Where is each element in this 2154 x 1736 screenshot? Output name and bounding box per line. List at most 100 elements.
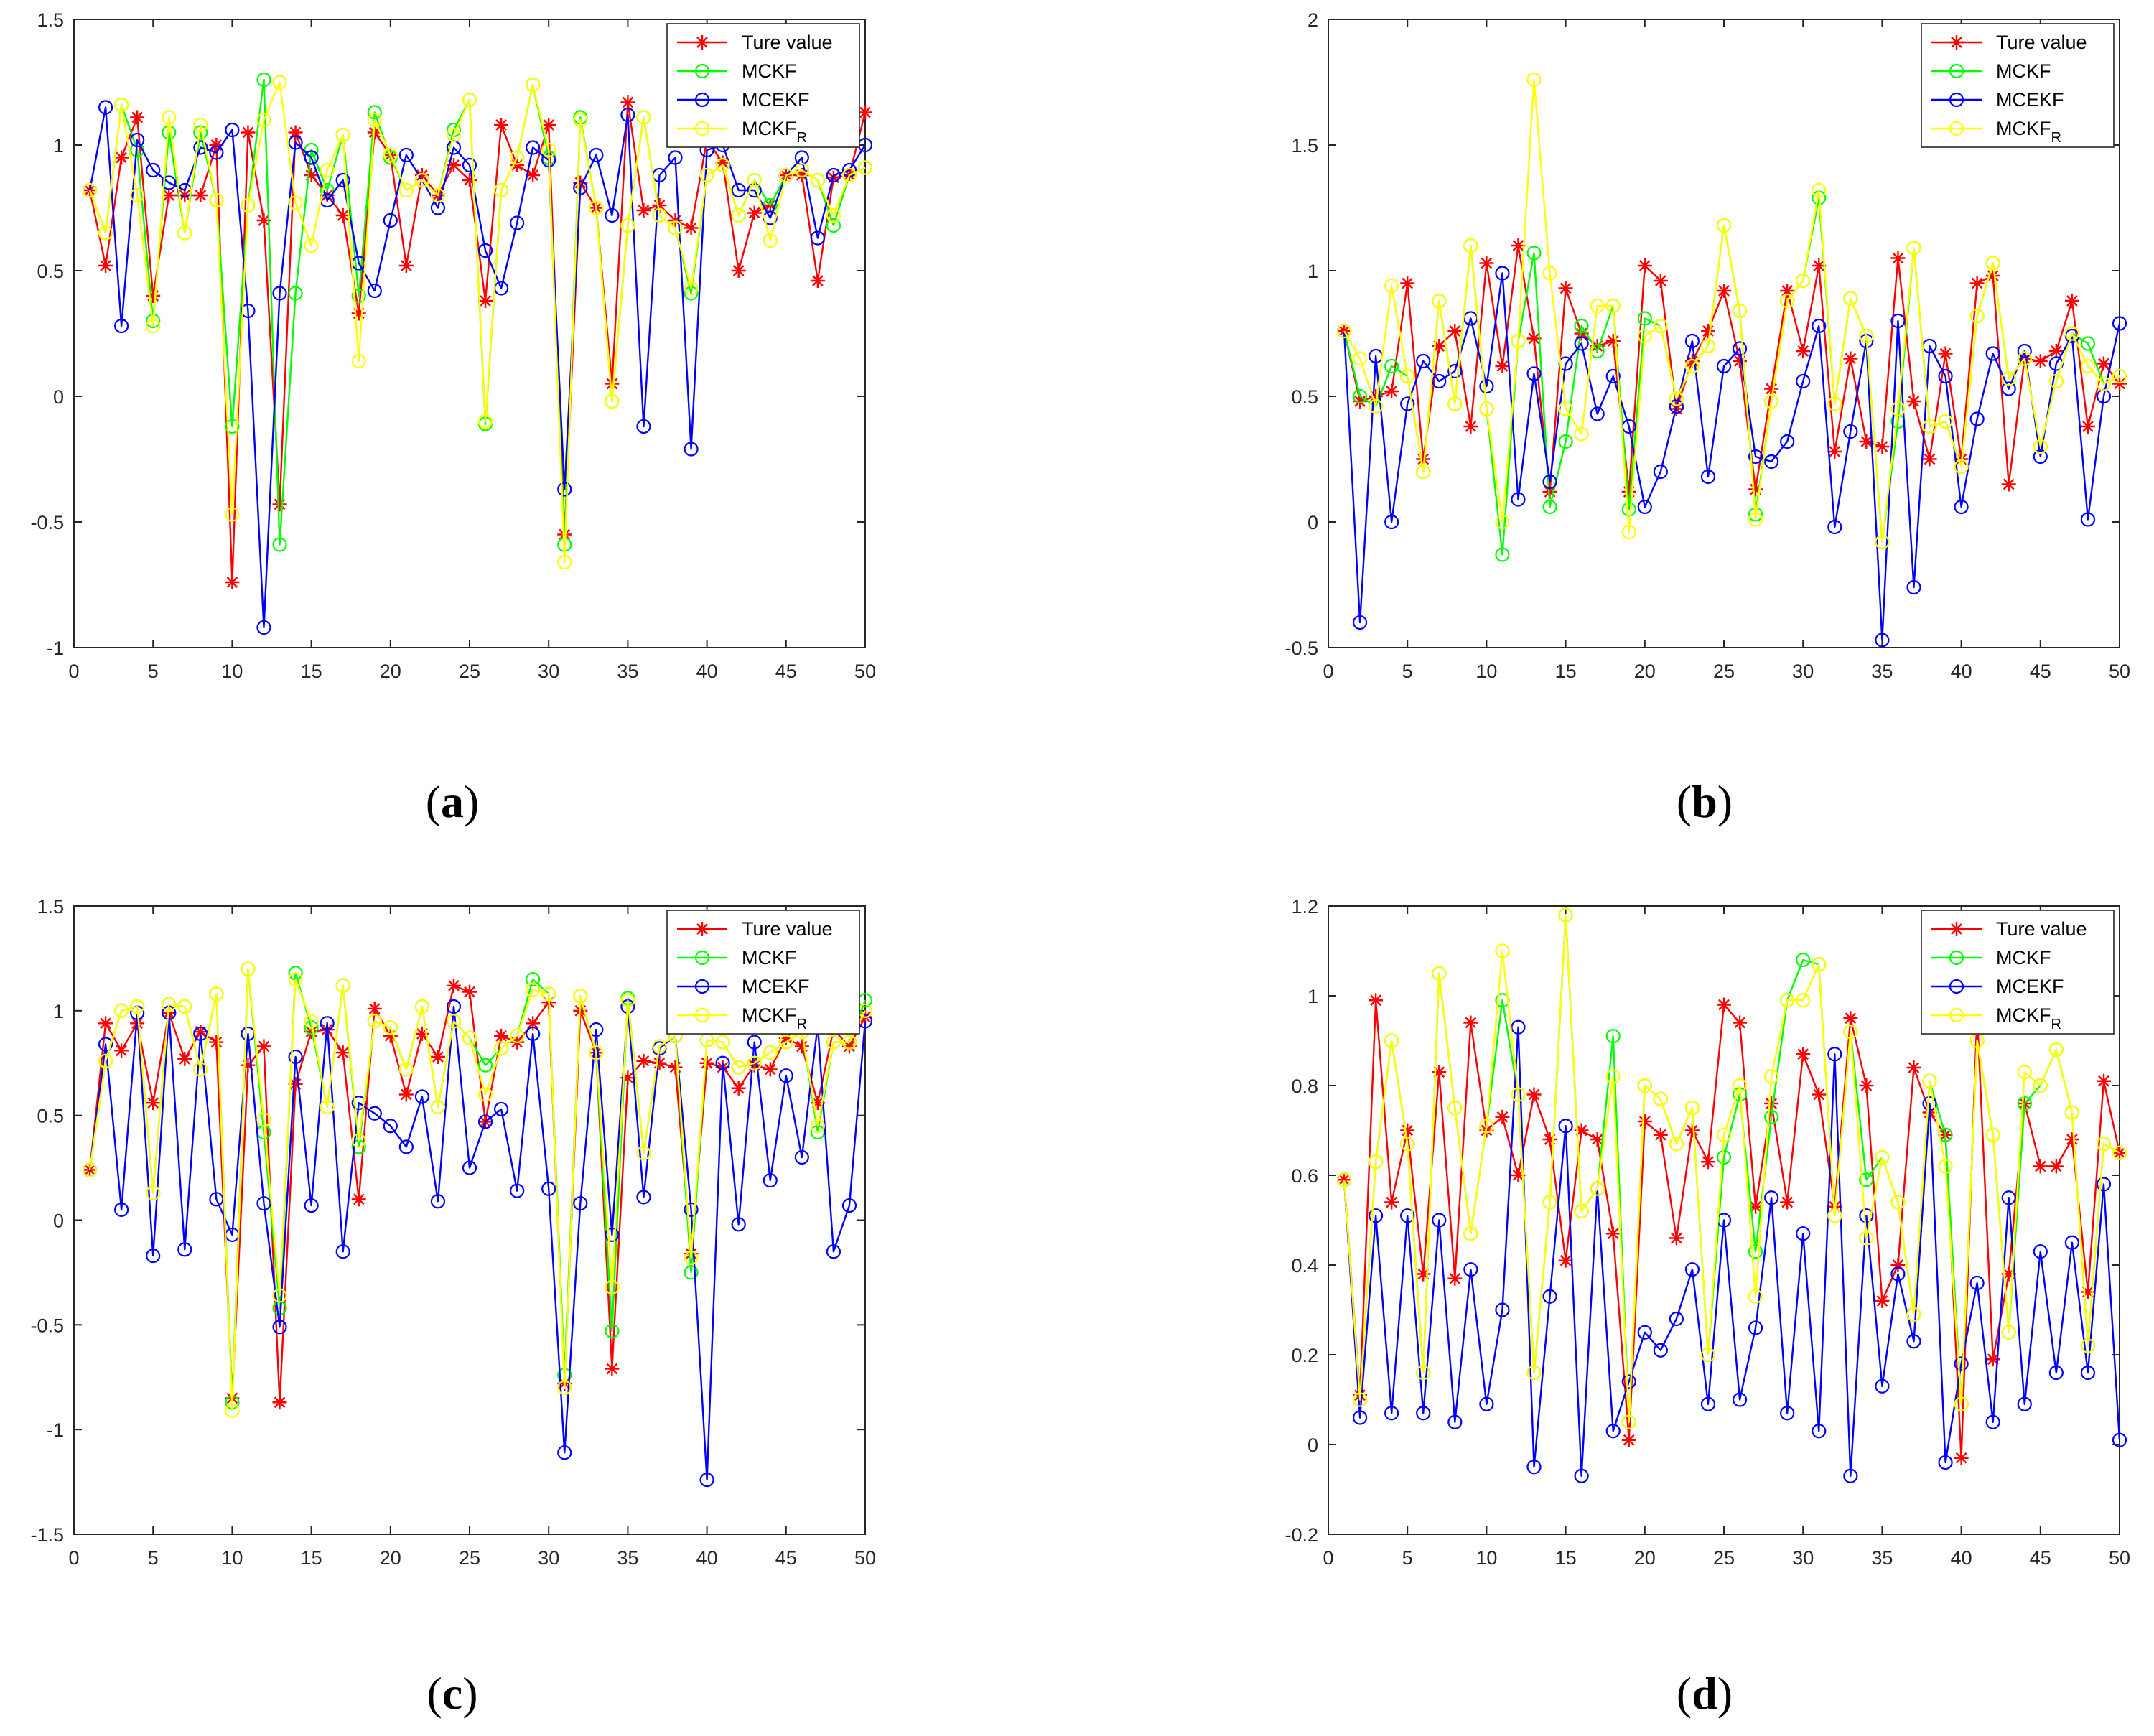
data-point-mckfr — [1954, 1396, 1969, 1411]
data-point-mcekf — [526, 1026, 541, 1042]
data-point-mcekf — [1432, 1213, 1447, 1228]
data-point-mckfr — [573, 112, 588, 128]
x-tick-label: 15 — [301, 661, 322, 682]
data-point-mckf — [1796, 952, 1811, 968]
data-point-mcekf — [1352, 615, 1368, 630]
data-point-mckf — [1637, 311, 1652, 326]
data-point-mcekf — [1558, 356, 1573, 371]
data-point-mcekf — [1780, 434, 1795, 449]
data-point-ture — [1875, 1294, 1890, 1308]
data-point-mckfr — [1875, 534, 1890, 550]
data-point-ture — [2112, 376, 2127, 391]
data-point-mckfr — [794, 162, 809, 178]
data-point-mcekf — [477, 243, 493, 258]
data-point-mcekf — [1827, 1047, 1842, 1062]
data-point-mckfr — [1432, 966, 1447, 981]
data-point-mckfr — [1574, 426, 1589, 442]
data-point-mckfr — [1400, 368, 1415, 384]
data-point-mcekf — [715, 1055, 730, 1070]
data-point-mckfr — [731, 1060, 746, 1075]
data-point-mckfr — [414, 999, 429, 1014]
data-point-mcekf — [193, 1026, 208, 1042]
data-point-mckf — [272, 537, 287, 552]
data-point-mckf — [1558, 434, 1573, 449]
x-tick-label: 25 — [1713, 661, 1735, 682]
data-point-mckfr — [668, 220, 683, 235]
data-point-mcekf — [1447, 1414, 1463, 1429]
data-point-mckfr — [1653, 318, 1668, 334]
data-point-ture — [430, 1050, 445, 1064]
data-point-ture — [1621, 1432, 1636, 1447]
data-point-mckfr — [209, 986, 224, 1002]
data-point-ture — [1353, 394, 1368, 409]
data-point-mckfr — [1716, 218, 1732, 233]
data-point-ture — [1812, 258, 1827, 273]
data-point-mcekf — [272, 1320, 287, 1335]
data-point-mcekf — [1938, 1455, 1953, 1470]
data-point-mcekf — [225, 122, 240, 138]
data-point-mckfr — [446, 1014, 462, 1029]
data-point-ture — [1447, 324, 1463, 338]
legend-label-ture: Ture value — [1996, 32, 2087, 53]
data-point-ture — [1400, 276, 1415, 291]
data-point-mckfr — [304, 1014, 319, 1029]
data-point-mckfr — [288, 971, 303, 987]
data-point-mckfr — [1812, 957, 1827, 972]
data-point-mckfr — [1526, 1365, 1542, 1381]
data-point-mckfr — [1637, 328, 1652, 344]
legend-marker-mckfr — [694, 121, 710, 136]
data-point-ture — [1400, 1123, 1415, 1138]
x-tick-label: 10 — [1475, 661, 1497, 682]
data-point-mcekf — [1605, 368, 1621, 384]
legend-marker-mcekf — [694, 92, 710, 108]
data-point-mckfr — [1400, 1137, 1415, 1152]
legend-marker-ture — [1949, 35, 1964, 50]
data-point-ture — [241, 125, 256, 140]
data-point-mcekf — [573, 180, 588, 195]
data-point-mcekf — [1843, 1468, 1858, 1483]
data-point-mcekf — [1748, 449, 1763, 465]
data-point-ture — [1605, 334, 1621, 348]
legend-label-mcekf: MCEKF — [1996, 89, 2064, 111]
data-point-mcekf — [1954, 1356, 1969, 1371]
x-tick-label: 0 — [1323, 1547, 1333, 1569]
y-tick-label: -0.5 — [30, 1315, 64, 1336]
data-point-ture — [1906, 1060, 1921, 1075]
x-tick-label: 0 — [1323, 661, 1333, 682]
data-point-mcekf — [684, 1202, 699, 1218]
legend-label-ture: Ture value — [742, 918, 833, 940]
data-point-mcekf — [193, 140, 208, 155]
data-point-mckfr — [398, 1062, 414, 1077]
data-point-mckfr — [684, 281, 699, 296]
data-point-mcekf — [1653, 464, 1668, 480]
y-tick-label: 1 — [1307, 261, 1318, 282]
data-point-mcekf — [2033, 449, 2048, 465]
data-point-mcekf — [162, 175, 177, 190]
data-point-mckfr — [1495, 514, 1510, 530]
data-point-mcekf — [747, 182, 762, 198]
data-point-ture — [715, 155, 730, 170]
data-point-ture — [193, 188, 208, 202]
data-point-ture — [699, 1055, 714, 1070]
data-point-mcekf — [2064, 1235, 2079, 1250]
x-tick-label: 35 — [1871, 1547, 1893, 1569]
data-point-mckfr — [241, 197, 256, 213]
data-point-mcekf — [2080, 512, 2096, 527]
data-point-ture — [858, 105, 872, 120]
data-point-mcekf — [1906, 1334, 1921, 1349]
data-point-mcekf — [1700, 1396, 1716, 1411]
data-point-mcekf — [1605, 1424, 1621, 1439]
data-point-mcekf — [605, 207, 620, 223]
data-point-mckf — [1748, 507, 1763, 522]
data-point-ture — [2064, 1132, 2079, 1147]
data-point-mckfr — [1416, 1365, 1431, 1381]
data-point-mcekf — [272, 286, 287, 301]
legend-label-mckf: MCKF — [1996, 60, 2051, 82]
series-line-mckfr — [88, 968, 867, 1412]
data-point-mcekf — [1748, 1320, 1763, 1335]
data-point-mcekf — [1684, 1262, 1700, 1277]
x-tick-label: 5 — [148, 661, 159, 682]
data-point-mcekf — [1400, 1208, 1415, 1223]
x-tick-label: 35 — [617, 1547, 638, 1569]
